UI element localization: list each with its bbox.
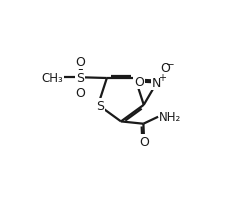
Text: S: S: [96, 100, 104, 113]
Text: O: O: [75, 56, 85, 69]
Text: NH₂: NH₂: [159, 111, 181, 124]
Text: +: +: [158, 73, 166, 83]
Text: O: O: [139, 135, 149, 148]
Text: O: O: [160, 62, 170, 75]
Text: −: −: [166, 60, 174, 70]
Text: S: S: [76, 71, 84, 84]
Text: O: O: [134, 76, 144, 89]
Text: CH₃: CH₃: [41, 71, 63, 84]
Text: N: N: [152, 76, 162, 89]
Text: O: O: [75, 87, 85, 100]
